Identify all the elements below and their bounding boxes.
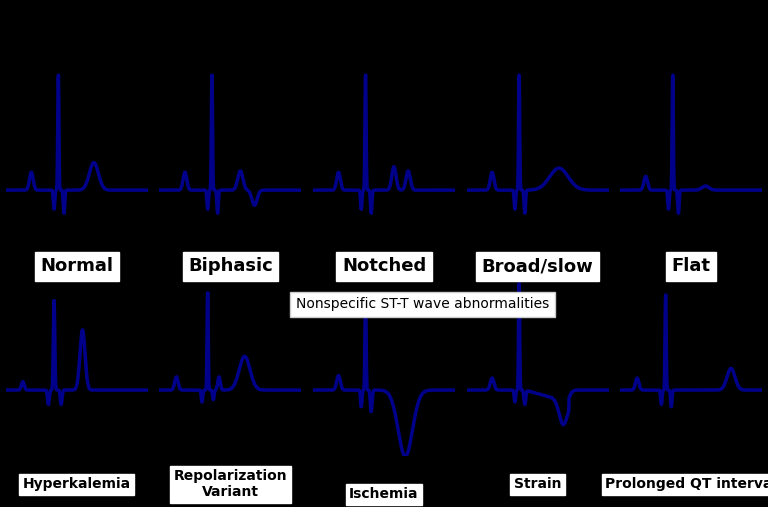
Text: Biphasic: Biphasic: [188, 257, 273, 275]
Text: Normal: Normal: [40, 257, 114, 275]
Text: Flat: Flat: [672, 257, 710, 275]
Text: Strain: Strain: [514, 477, 561, 491]
Text: Prolonged QT interval: Prolonged QT interval: [605, 477, 768, 491]
Text: Hyperkalemia: Hyperkalemia: [23, 477, 131, 491]
Text: Broad/slow: Broad/slow: [482, 257, 594, 275]
Text: Notched: Notched: [342, 257, 426, 275]
Text: Repolarization
Variant: Repolarization Variant: [174, 469, 287, 499]
Text: Nonspecific ST-T wave abnormalities: Nonspecific ST-T wave abnormalities: [296, 297, 549, 311]
Text: Ischemia: Ischemia: [349, 487, 419, 501]
